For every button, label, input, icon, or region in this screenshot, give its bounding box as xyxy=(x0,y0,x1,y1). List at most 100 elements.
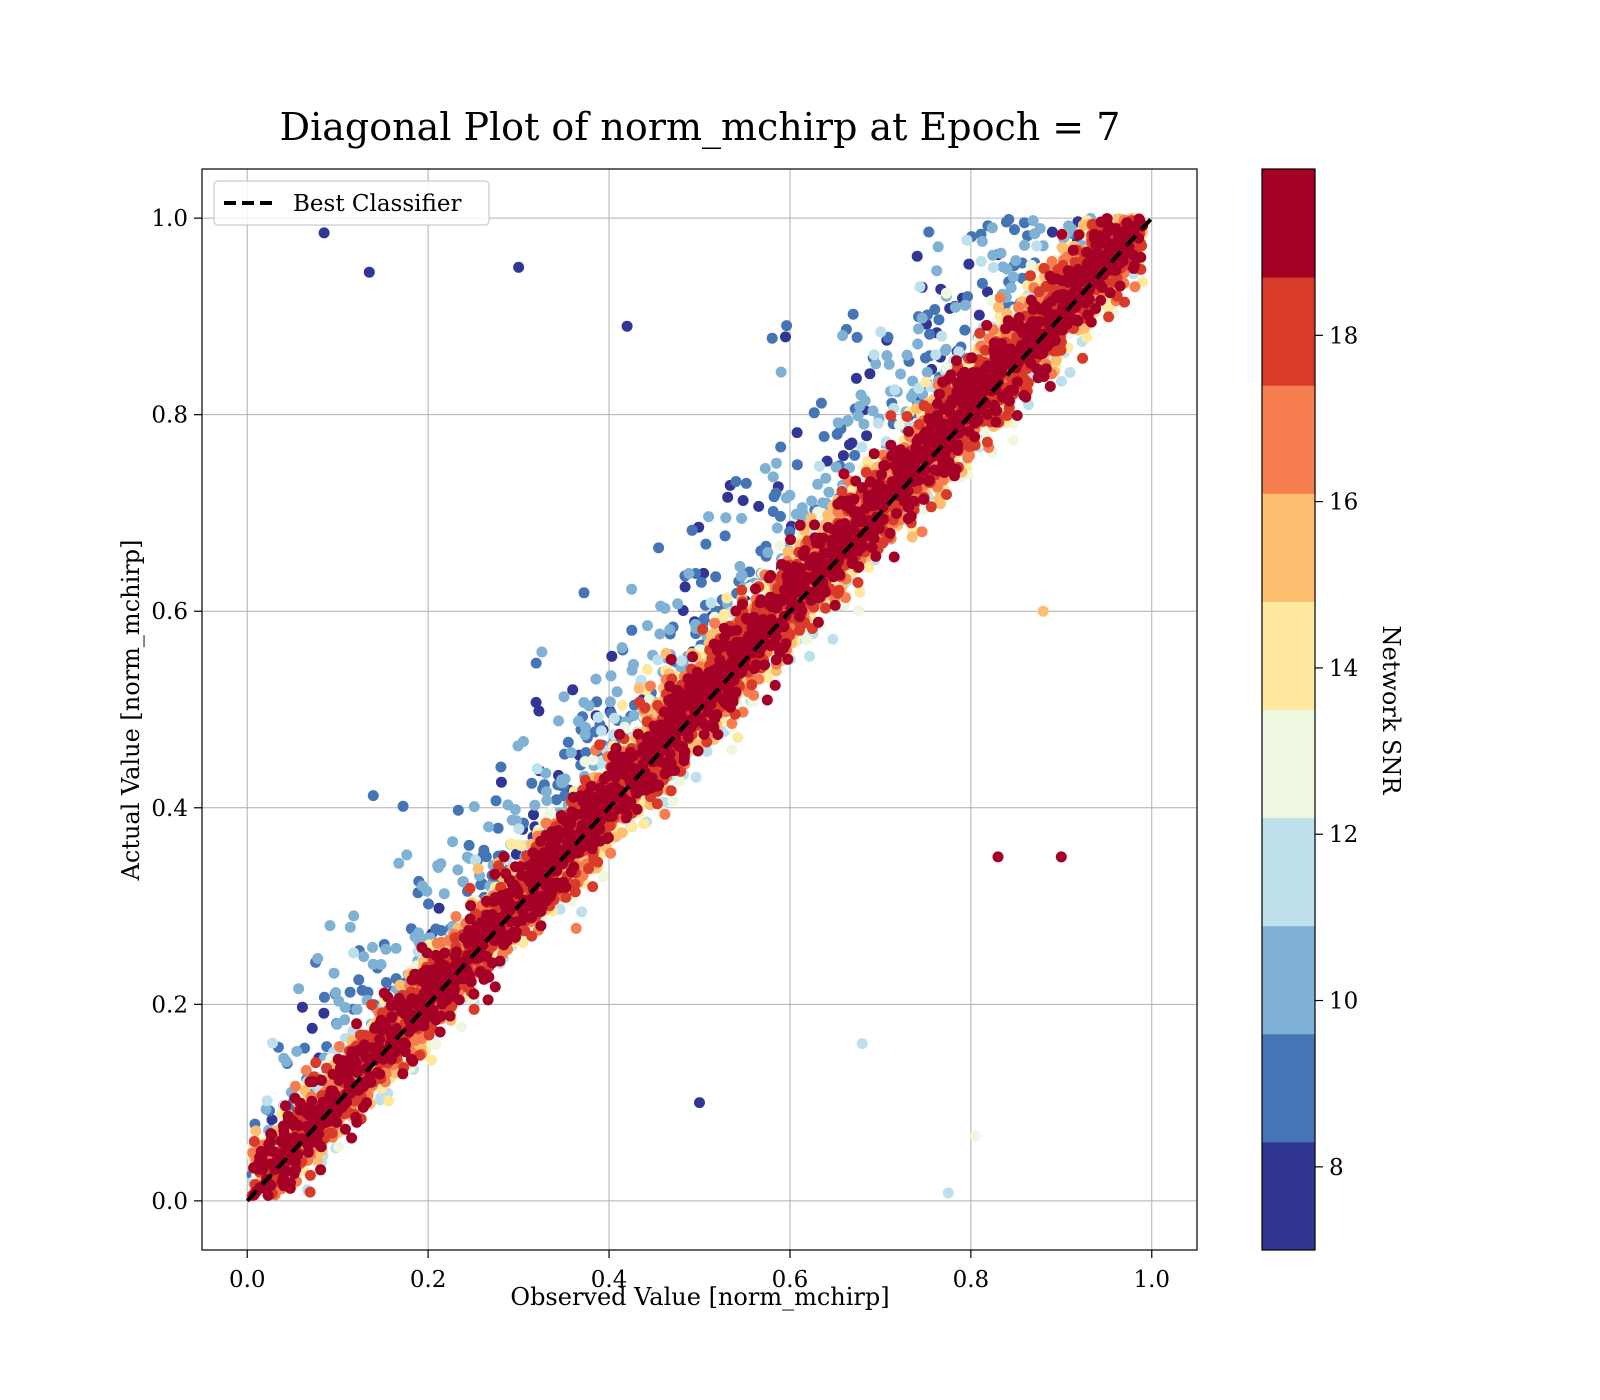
scatter-point xyxy=(767,471,779,483)
scatter-point xyxy=(604,696,616,708)
scatter-point xyxy=(719,530,731,542)
scatter-point xyxy=(759,463,771,474)
scatter-point xyxy=(529,799,541,811)
scatter-point xyxy=(1102,302,1114,314)
scatter-point xyxy=(490,795,502,807)
scatter-point xyxy=(737,495,749,506)
scatter-point xyxy=(782,546,794,558)
scatter-point xyxy=(963,258,975,270)
scatter-point xyxy=(344,986,356,998)
scatter-point xyxy=(1001,263,1013,275)
scatter-point xyxy=(679,581,691,593)
scatter-point xyxy=(901,349,913,361)
scatter-point xyxy=(867,405,879,417)
scatter-point xyxy=(700,538,712,550)
scatter-point xyxy=(528,809,539,821)
scatter-point xyxy=(768,491,780,503)
scatter-point xyxy=(861,430,873,442)
scatter-point xyxy=(470,854,481,866)
scatter-point xyxy=(916,312,928,324)
scatter-point xyxy=(339,1001,351,1013)
scatter-point xyxy=(774,540,786,552)
scatter-point xyxy=(1064,367,1076,378)
scatter-point xyxy=(987,249,999,261)
scatter-point xyxy=(580,722,592,733)
scatter-point xyxy=(980,426,991,438)
scatter-point xyxy=(333,1041,345,1052)
scatter-point xyxy=(850,372,862,384)
scatter-point xyxy=(363,266,375,278)
scatter-point xyxy=(450,911,462,922)
scatter-point xyxy=(976,277,988,289)
scatter-point xyxy=(1031,240,1043,252)
scatter-point xyxy=(565,747,577,759)
scatter-point xyxy=(348,947,360,959)
scatter-point xyxy=(820,472,832,484)
scatter-point xyxy=(719,608,730,620)
scatter-point xyxy=(913,323,924,335)
scatter-point xyxy=(383,1095,395,1107)
scatter-point xyxy=(318,1007,330,1019)
scatter-point xyxy=(367,958,379,970)
scatter-point xyxy=(587,754,599,766)
scatter-point xyxy=(1050,354,1062,366)
scatter-point xyxy=(932,241,944,253)
scatter-point xyxy=(642,620,653,632)
scatter-point xyxy=(853,605,865,617)
scatter-point xyxy=(686,524,698,536)
scatter-point xyxy=(862,456,874,468)
scatter-point xyxy=(914,281,926,293)
scatter-point xyxy=(515,839,527,851)
scatter-point xyxy=(976,235,988,247)
scatter-point xyxy=(924,328,936,340)
scatter-point xyxy=(837,330,849,342)
scatter-point xyxy=(822,509,834,521)
scatter-point xyxy=(367,941,378,953)
scatter-point xyxy=(695,576,707,588)
scatter-point xyxy=(1009,224,1020,236)
scatter-point xyxy=(781,320,793,332)
scatter-point xyxy=(452,804,464,816)
scatter-point xyxy=(394,979,406,991)
scatter-point xyxy=(987,262,999,273)
scatter-point xyxy=(1034,223,1046,234)
scatter-point xyxy=(801,634,813,646)
scatter-point xyxy=(933,314,945,326)
scatter-point xyxy=(766,332,778,344)
scatter-point xyxy=(1008,434,1019,446)
scatter-point xyxy=(832,417,844,429)
scatter-point xyxy=(893,419,905,431)
scatter-point xyxy=(401,849,413,861)
scatter-point xyxy=(986,295,998,306)
scatter-point xyxy=(911,250,923,262)
scatter-point xyxy=(830,461,842,473)
scatter-point xyxy=(732,732,744,743)
scatter-point xyxy=(324,920,336,932)
scatter-point xyxy=(969,1130,981,1142)
scatter-point xyxy=(791,427,803,439)
scatter-point xyxy=(330,987,342,999)
scatter-point xyxy=(815,397,827,409)
scatter-point xyxy=(851,331,863,343)
scatter-point xyxy=(852,410,864,422)
scatter-point xyxy=(694,1097,705,1109)
scatter-point xyxy=(720,512,732,524)
scatter-point xyxy=(982,286,993,298)
scatter-point xyxy=(541,795,553,806)
scatter-point xyxy=(312,953,324,964)
scatter-point xyxy=(703,511,715,523)
scatter-point xyxy=(590,673,602,685)
scatter-point xyxy=(791,459,803,471)
scatter-point xyxy=(907,375,919,387)
scatter-point xyxy=(858,418,870,430)
scatter-point xyxy=(393,857,405,869)
scatter-point xyxy=(597,871,609,883)
scatter-point xyxy=(483,821,495,833)
scatter-point xyxy=(912,338,924,350)
scatter-point xyxy=(920,376,932,388)
scatter-point xyxy=(855,389,867,401)
scatter-point xyxy=(438,888,450,900)
scatter-point xyxy=(1081,332,1093,343)
scatter-point xyxy=(606,650,618,662)
